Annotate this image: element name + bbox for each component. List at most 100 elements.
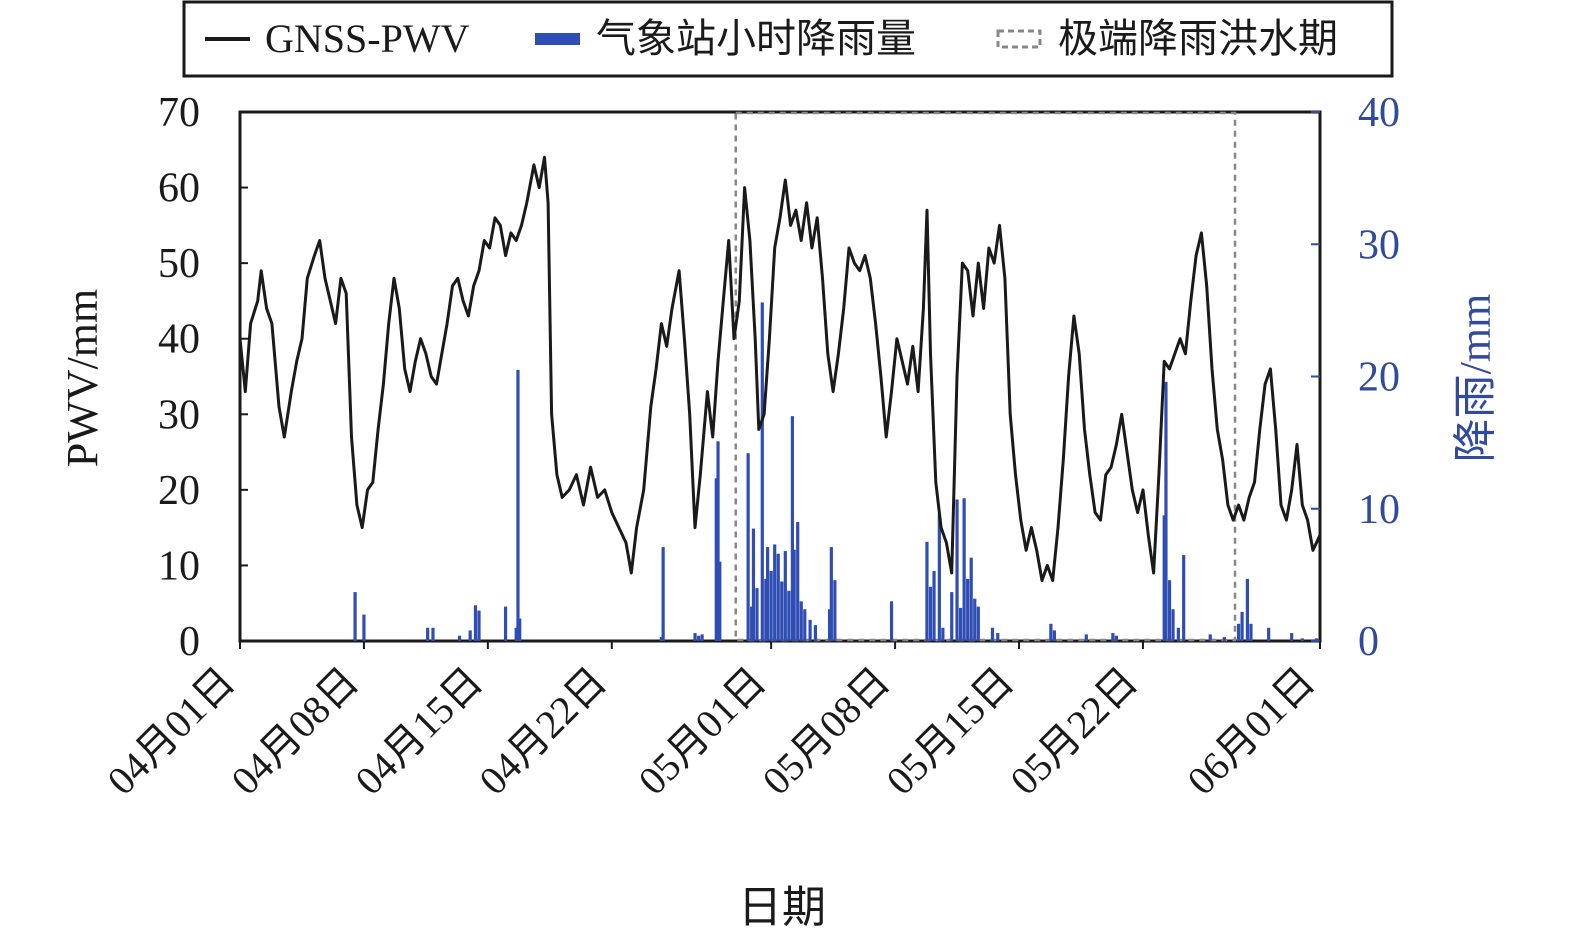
- rain-bar-69: [1182, 555, 1186, 641]
- y-tick-label-right-1: 10: [1358, 487, 1400, 533]
- rain-bar-53: [966, 578, 970, 641]
- rain-bar-14: [693, 633, 697, 641]
- y-tick-label-left-5: 50: [158, 241, 200, 287]
- rain-bar-48: [941, 627, 945, 641]
- rain-bar-1: [362, 614, 366, 641]
- rain-bar-42: [833, 580, 837, 641]
- rain-bar-17: [714, 478, 718, 641]
- rain-bar-62: [1111, 633, 1115, 641]
- legend: GNSS-PWV 气象站小时降雨量 极端降雨洪水期: [182, 0, 1394, 78]
- plot-area: 0 10 20 30 40 50 60 70 0 10 20 30 40 04月01日04月08日04月1…: [98, 90, 1400, 803]
- rain-bar-29: [776, 553, 780, 641]
- x-tick-label-2: 04月15日: [346, 658, 491, 803]
- rain-bar-26: [766, 547, 770, 641]
- rain-bar-16: [700, 634, 704, 641]
- rain-bar-18: [716, 441, 720, 641]
- x-tick-label-8: 06月01日: [1178, 658, 1323, 803]
- y-tick-label-left-0: 0: [179, 619, 200, 665]
- legend-label-rain: 气象站小时降雨量: [596, 16, 916, 61]
- rain-bar-73: [1240, 611, 1244, 641]
- y-axis-title-left: PWV/mm: [58, 289, 107, 467]
- rain-bar-24: [760, 302, 764, 641]
- rain-bar-78: [1300, 638, 1304, 641]
- rain-bar-44: [925, 541, 929, 641]
- legend-swatch-rain: [535, 33, 580, 45]
- y-tick-label-right-4: 40: [1358, 90, 1400, 136]
- rain-bar-32: [787, 590, 791, 641]
- rain-bar-21: [750, 606, 754, 641]
- x-axis-title: 日期: [738, 883, 826, 932]
- y-tick-label-left-4: 40: [158, 317, 200, 363]
- rain-bar-67: [1171, 609, 1175, 641]
- x-tick-label-0: 04月01日: [98, 658, 243, 803]
- y-tick-label-right-0: 0: [1358, 619, 1379, 665]
- rain-bar-65: [1164, 381, 1168, 641]
- legend-swatch-flood: [996, 29, 1042, 49]
- rain-bar-64: [1162, 515, 1166, 641]
- rain-bar-46: [932, 570, 936, 641]
- rain-bar-6: [473, 605, 478, 641]
- y-tick-label-left-6: 60: [158, 166, 200, 212]
- rain-bar-56: [976, 606, 980, 641]
- rain-bar-54: [969, 557, 973, 641]
- rain-bar-33: [790, 416, 794, 641]
- rain-bar-47: [937, 514, 941, 641]
- rain-bar-51: [958, 607, 963, 641]
- rain-bar-79: [1314, 638, 1319, 641]
- rain-bar-68: [1176, 627, 1180, 641]
- rain-bar-9: [514, 627, 518, 641]
- rain-bar-39: [813, 625, 818, 641]
- x-tick-label-7: 05月22日: [1001, 658, 1146, 803]
- rain-bar-5: [468, 630, 472, 641]
- rain-bar-19: [718, 561, 722, 641]
- pwv-line: [238, 155, 1322, 582]
- rain-bar-36: [799, 601, 803, 641]
- rain-bar-28: [773, 544, 777, 641]
- rain-bar-55: [973, 598, 977, 641]
- rain-bar-31: [783, 551, 787, 641]
- rain-bar-58: [996, 633, 1000, 641]
- rain-bar-7: [477, 610, 481, 641]
- y-tick-label-right-3: 30: [1358, 222, 1400, 268]
- rain-bar-77: [1290, 633, 1294, 641]
- rain-bar-22: [751, 528, 756, 641]
- y-tick-label-right-2: 20: [1358, 355, 1400, 401]
- rain-bar-25: [764, 578, 768, 641]
- rain-bar-37: [803, 609, 807, 641]
- rain-bar-52: [962, 498, 966, 641]
- rain-bar-30: [780, 581, 784, 641]
- x-tick-label-4: 05月01日: [630, 658, 775, 803]
- rain-bar-60: [1052, 630, 1057, 641]
- y-axis-title-right: 降雨/mm: [1451, 294, 1500, 463]
- rain-bar-63: [1114, 635, 1118, 641]
- rain-bar-13: [661, 547, 665, 641]
- rain-bar-3: [431, 627, 435, 641]
- rain-bar-23: [755, 588, 759, 641]
- rain-bar-4: [457, 635, 462, 641]
- x-tick-label-3: 04月22日: [470, 658, 615, 803]
- rain-bar-2: [426, 627, 430, 641]
- rain-bar-45: [928, 586, 933, 641]
- rain-bar-10: [516, 369, 520, 641]
- x-tick-label-6: 05月15日: [877, 658, 1022, 803]
- y-tick-label-left-7: 70: [158, 90, 200, 136]
- y-tick-label-left-1: 10: [158, 543, 200, 589]
- rain-bar-34: [792, 549, 796, 641]
- y-tick-label-left-3: 30: [158, 392, 200, 438]
- rain-bar-27: [769, 570, 773, 641]
- rain-bar-61: [1084, 634, 1088, 641]
- rain-bar-41: [829, 547, 833, 641]
- rain-bar-76: [1267, 627, 1271, 641]
- rain-bar-12: [659, 637, 663, 641]
- rain-bar-72: [1236, 623, 1241, 641]
- legend-label-pwv: GNSS-PWV: [265, 16, 470, 61]
- rain-bar-75: [1249, 623, 1253, 641]
- rain-bar-40: [827, 609, 832, 641]
- rain-bar-70: [1208, 634, 1212, 641]
- x-tick-label-1: 04月08日: [222, 658, 367, 803]
- rain-bar-50: [955, 499, 959, 641]
- legend-label-flood: 极端降雨洪水期: [1058, 16, 1338, 61]
- rain-bar-59: [1049, 623, 1053, 641]
- rain-bar-8: [503, 606, 508, 641]
